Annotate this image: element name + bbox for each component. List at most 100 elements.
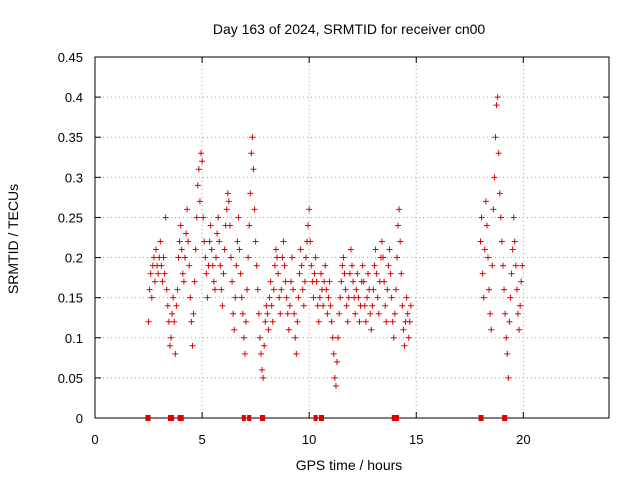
data-point: [301, 278, 308, 285]
data-point: [234, 238, 241, 245]
data-point: [306, 206, 313, 213]
data-point: [300, 302, 307, 309]
chart-title: Day 163 of 2024, SRMTID for receiver cn0…: [213, 21, 486, 37]
data-point: [293, 350, 300, 357]
data-point: [151, 278, 158, 285]
data-point: [481, 246, 488, 253]
data-point: [387, 270, 394, 277]
data-point: [398, 270, 405, 277]
data-point: [346, 270, 353, 277]
data-marks: [145, 94, 526, 389]
data-point: [392, 286, 399, 293]
data-point: [250, 166, 257, 173]
data-point: [361, 302, 368, 309]
data-point: [512, 262, 519, 269]
zero-point: [313, 415, 318, 421]
y-tick-label: 0.15: [58, 291, 83, 306]
data-point: [365, 270, 372, 277]
data-point: [326, 278, 333, 285]
data-point: [331, 374, 338, 381]
data-point: [359, 262, 366, 269]
data-point: [213, 254, 220, 261]
data-point: [338, 278, 345, 285]
data-point: [203, 270, 210, 277]
data-point: [308, 262, 315, 269]
data-point: [373, 270, 380, 277]
zero-point: [170, 415, 175, 421]
data-point: [484, 254, 491, 261]
data-point: [511, 238, 518, 245]
data-point: [187, 294, 194, 301]
data-point: [174, 286, 181, 293]
data-point: [256, 334, 263, 341]
data-point: [238, 294, 245, 301]
data-point: [350, 278, 357, 285]
data-point: [211, 286, 218, 293]
data-point: [399, 302, 406, 309]
data-point: [164, 302, 171, 309]
data-point: [246, 222, 253, 229]
data-point: [483, 222, 490, 229]
data-point: [295, 294, 302, 301]
data-point: [245, 254, 252, 261]
data-point: [314, 302, 321, 309]
data-point: [315, 318, 322, 325]
data-point: [186, 262, 193, 269]
zero-marks: [145, 415, 508, 421]
data-point: [486, 286, 493, 293]
data-point: [493, 102, 500, 109]
data-point: [206, 238, 213, 245]
data-point: [390, 334, 397, 341]
data-point: [202, 254, 209, 261]
data-point: [229, 278, 236, 285]
data-point: [488, 326, 495, 333]
data-point: [323, 286, 330, 293]
data-point: [287, 278, 294, 285]
data-point: [389, 318, 396, 325]
data-point: [201, 238, 208, 245]
data-point: [296, 270, 303, 277]
y-tick-label: 0.1: [65, 331, 83, 346]
data-point: [239, 310, 246, 317]
data-point: [153, 246, 160, 253]
data-point: [339, 262, 346, 269]
data-point: [340, 254, 347, 261]
data-point: [185, 238, 192, 245]
data-point: [503, 334, 510, 341]
x-tick-label: 20: [516, 432, 530, 447]
y-tick-label: 0.45: [58, 50, 83, 65]
zero-point: [503, 415, 508, 421]
data-point: [204, 294, 211, 301]
data-point: [508, 270, 515, 277]
data-point: [325, 294, 332, 301]
data-point: [162, 214, 169, 221]
data-point: [510, 214, 517, 221]
data-point: [330, 350, 337, 357]
data-point: [311, 270, 318, 277]
data-point: [395, 222, 402, 229]
data-point: [397, 238, 404, 245]
data-point: [514, 310, 521, 317]
data-point: [505, 374, 512, 381]
data-point: [393, 254, 400, 261]
data-point: [209, 262, 216, 269]
data-point: [368, 326, 375, 333]
data-point: [519, 262, 526, 269]
data-point: [282, 278, 289, 285]
data-point: [334, 358, 341, 365]
data-point: [317, 270, 324, 277]
data-point: [248, 150, 255, 157]
data-point: [354, 270, 361, 277]
data-point: [480, 294, 487, 301]
data-point: [244, 286, 251, 293]
data-point: [278, 286, 285, 293]
data-point: [274, 254, 281, 261]
x-axis-label: GPS time / hours: [296, 457, 403, 473]
data-point: [477, 238, 484, 245]
data-point: [221, 246, 228, 253]
data-point: [194, 182, 201, 189]
data-point: [378, 238, 385, 245]
data-point: [145, 318, 152, 325]
data-point: [225, 198, 232, 205]
data-point: [391, 310, 398, 317]
